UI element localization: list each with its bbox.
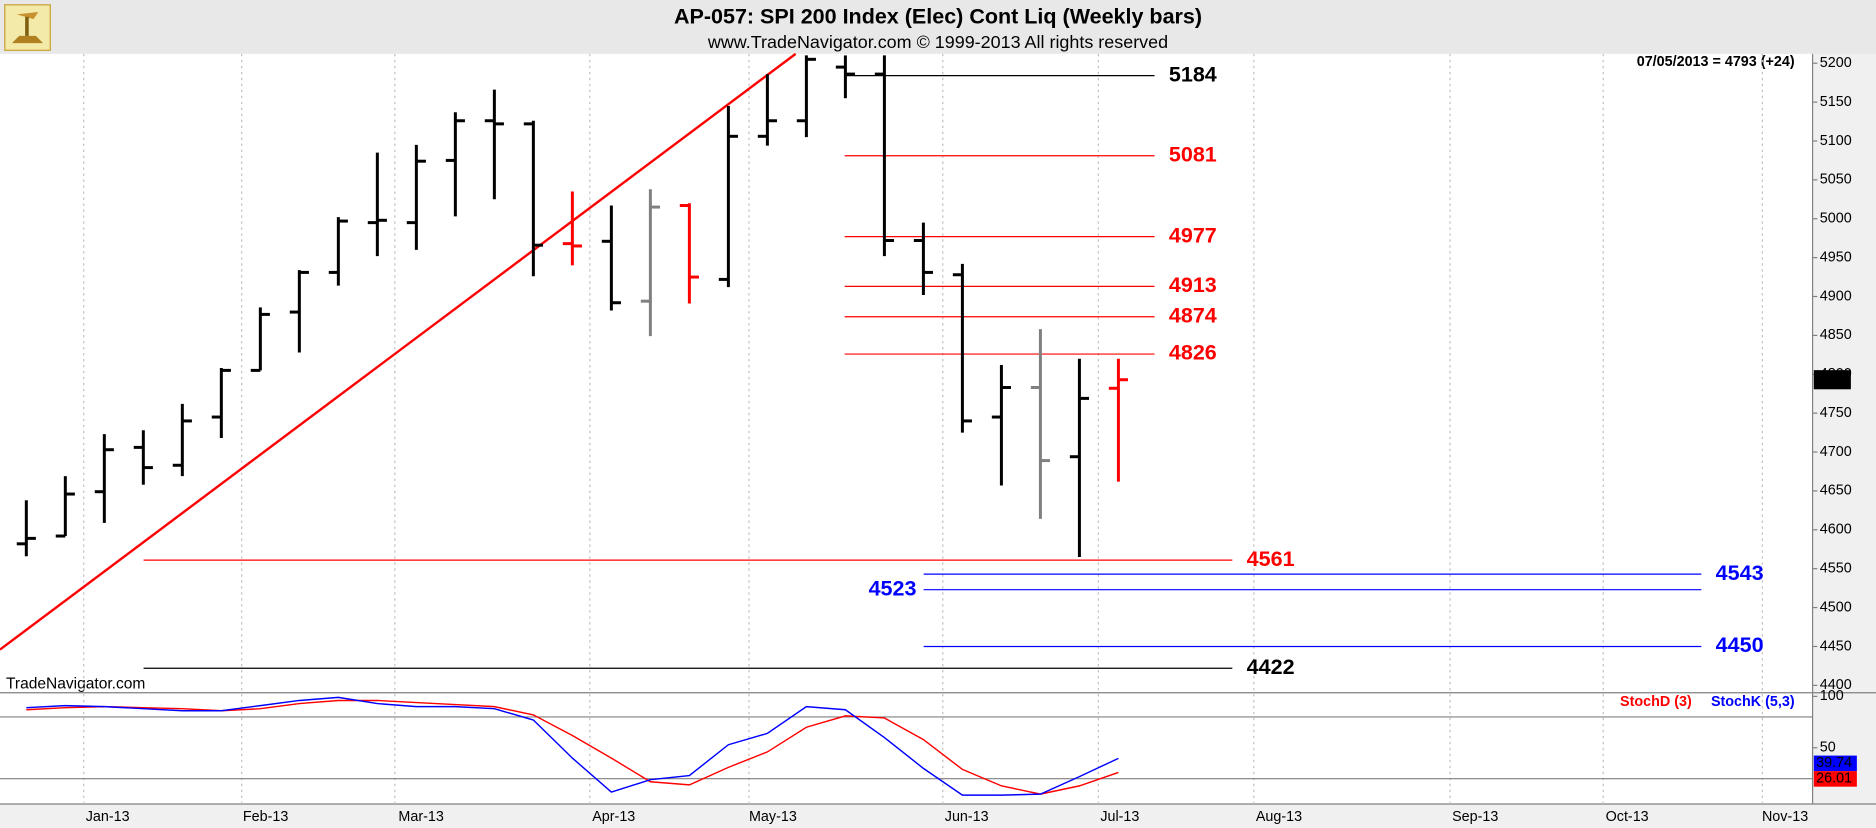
ohlc-bar: [328, 217, 348, 286]
ohlc-bar: [1069, 358, 1089, 558]
x-tick-label: Apr-13: [592, 809, 635, 825]
x-tick-label: Jul-13: [1100, 809, 1139, 825]
ohlc-bar: [55, 476, 75, 538]
level-label: 4523: [869, 576, 917, 600]
y-tick-label: 4500: [1820, 599, 1852, 615]
ohlc-bar: [913, 222, 933, 295]
ohlc-bar: [133, 430, 153, 485]
ohlc-bar: [874, 55, 894, 257]
level-label: 4561: [1247, 547, 1295, 571]
y-tick-label: 4400: [1820, 677, 1852, 693]
legend-entry: StochK (5,3): [1711, 694, 1795, 710]
level-label: 4826: [1169, 341, 1217, 365]
x-tick-label: May-13: [749, 809, 797, 825]
y-tick-label: 5100: [1820, 133, 1852, 149]
ohlc-bar: [601, 205, 621, 311]
last-value-box: [1813, 755, 1857, 772]
level-label: 4422: [1247, 655, 1295, 679]
ohlc-bar: [991, 364, 1011, 486]
x-tick-label: Oct-13: [1606, 809, 1649, 825]
ohlc-bar: [94, 434, 114, 523]
legend-entry: StochD (3): [1620, 694, 1692, 710]
last-value-label: 39.74: [1816, 755, 1852, 771]
level-label: 4977: [1169, 223, 1217, 247]
last-value-label: 4793: [1816, 372, 1848, 388]
level-label: 4874: [1169, 303, 1217, 327]
ohlc-bar: [367, 152, 387, 257]
ohlc-bar: [835, 55, 855, 99]
y-tick-label: 50: [1820, 740, 1836, 756]
level-label: 5081: [1169, 142, 1217, 166]
x-tick-label: Sep-13: [1452, 809, 1498, 825]
level-label: 4543: [1716, 561, 1764, 585]
x-tick-label: Feb-13: [243, 809, 288, 825]
date-axis-band: [0, 804, 1876, 828]
ohlc-bar: [679, 203, 699, 304]
right-axis-band: [1812, 53, 1876, 805]
ohlc-bar: [211, 368, 231, 439]
level-label: 4450: [1716, 633, 1764, 657]
ohlc-bar: [952, 263, 972, 433]
ohlc-bar: [757, 74, 777, 146]
last-value-box: [1813, 370, 1851, 390]
last-value-box: [1813, 771, 1857, 787]
y-tick-label: 100: [1820, 688, 1844, 704]
x-tick-label: Jan-13: [86, 809, 130, 825]
y-tick-label: 5200: [1820, 55, 1852, 71]
ohlc-bar: [1030, 329, 1050, 519]
y-tick-label: 4450: [1820, 638, 1852, 654]
watermark: TradeNavigator.com: [6, 676, 145, 693]
y-tick-label: 5050: [1820, 172, 1852, 188]
y-tick-label: 4600: [1820, 522, 1852, 538]
ohlc-bar: [1108, 358, 1128, 482]
x-tick-label: Jun-13: [945, 809, 989, 825]
y-tick-label: 5000: [1820, 211, 1852, 227]
ohlc-bar: [250, 307, 270, 372]
x-tick-label: Mar-13: [398, 809, 443, 825]
y-tick-label: 4650: [1820, 483, 1852, 499]
ohlc-bar: [484, 89, 504, 200]
annotation: 07/05/2013 = 4793 (+24): [1637, 54, 1795, 70]
ohlc-bar: [718, 105, 738, 288]
level-label: 5184: [1169, 62, 1217, 86]
chart-subtitle: www.TradeNavigator.com © 1999-2013 All r…: [707, 32, 1168, 52]
logo: [4, 4, 51, 51]
ohlc-bar: [562, 191, 582, 266]
chart-title: AP-057: SPI 200 Index (Elec) Cont Liq (W…: [674, 5, 1202, 29]
level-label: 4913: [1169, 273, 1217, 297]
ohlc-bar: [172, 403, 192, 477]
y-tick-label: 5150: [1820, 94, 1852, 110]
price-panel: [0, 53, 1813, 692]
ohlc-bar: [640, 189, 660, 337]
header-band: [0, 0, 1876, 54]
x-tick-label: Aug-13: [1256, 809, 1302, 825]
ohlc-bar: [16, 500, 36, 557]
ohlc-bar: [289, 270, 309, 353]
y-tick-label: 4750: [1820, 405, 1852, 421]
ohlc-bar: [523, 120, 543, 277]
y-tick-label: 4850: [1820, 327, 1852, 343]
trendline: [0, 52, 797, 651]
y-tick-label: 4900: [1820, 288, 1852, 304]
stoch-line: [26, 699, 1119, 795]
ohlc-bar: [796, 55, 816, 138]
last-value-label: 26.01: [1816, 771, 1852, 787]
stoch-line: [26, 696, 1119, 796]
ohlc-bar: [406, 144, 426, 250]
ohlc-bar: [445, 112, 465, 217]
y-tick-label: 4950: [1820, 249, 1852, 265]
x-tick-label: Nov-13: [1762, 809, 1808, 825]
y-tick-label: 4550: [1820, 560, 1852, 576]
y-tick-label: 4700: [1820, 444, 1852, 460]
